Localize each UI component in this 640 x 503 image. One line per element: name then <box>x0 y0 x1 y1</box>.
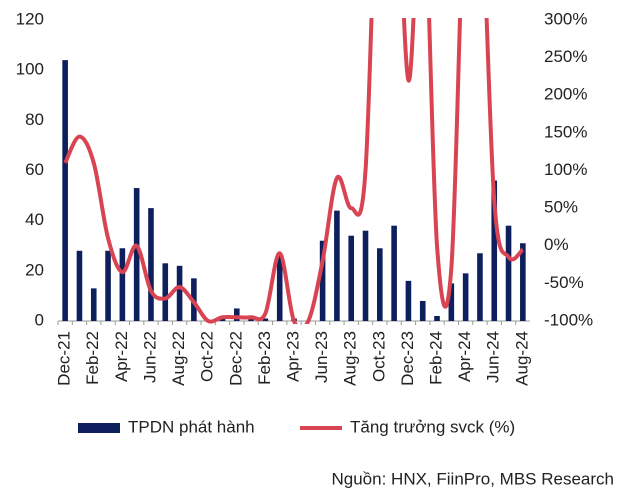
x-tick-label: Jun-23 <box>312 331 331 383</box>
y-tick-label: 0 <box>35 310 44 329</box>
bar <box>319 240 326 321</box>
x-tick-label: Jun-22 <box>140 331 159 383</box>
bar <box>176 265 183 321</box>
bar <box>505 225 512 321</box>
bar <box>219 318 226 321</box>
bar <box>148 208 154 321</box>
source-note: Nguồn: HNX, FiinPro, MBS Research <box>332 469 615 488</box>
bar <box>462 273 469 321</box>
bar <box>405 280 412 321</box>
bar <box>76 250 83 321</box>
x-tick-label: Feb-24 <box>427 331 446 385</box>
y2-tick-label: -100% <box>544 310 593 329</box>
y2-tick-label: 0% <box>544 235 569 254</box>
y2-tick-label: 100% <box>544 160 587 179</box>
y2-tick-label: 50% <box>544 198 578 217</box>
bar <box>90 288 97 321</box>
bar <box>276 253 283 321</box>
x-tick-label: Apr-23 <box>283 331 302 382</box>
plot-area <box>62 18 526 324</box>
bar <box>62 60 68 322</box>
bar <box>419 300 426 321</box>
x-tick-label: Apr-22 <box>112 331 131 382</box>
bar <box>105 250 111 321</box>
y2-tick-label: -50% <box>544 273 584 292</box>
bar <box>133 188 140 321</box>
bar <box>233 308 240 321</box>
x-tick-label: Aug-24 <box>512 331 531 386</box>
x-tick-label: Feb-23 <box>255 331 274 385</box>
y-tick-label: 40 <box>25 210 44 229</box>
x-tick-label: Feb-22 <box>83 331 102 385</box>
y-tick-label: 100 <box>16 60 44 79</box>
x-tick-label: Dec-21 <box>55 331 74 386</box>
y2-tick-label: 150% <box>544 122 587 141</box>
x-tick-label: Aug-22 <box>169 331 188 386</box>
bar <box>434 315 440 321</box>
bar <box>362 230 369 321</box>
y-tick-label: 120 <box>16 9 44 28</box>
line-series <box>63 18 525 324</box>
y-tick-label: 20 <box>25 260 44 279</box>
y-tick-label: 80 <box>25 110 44 129</box>
y2-tick-label: 300% <box>544 9 587 28</box>
legend-label: TPDN phát hành <box>128 417 255 436</box>
bar <box>391 225 397 321</box>
bar <box>477 253 483 321</box>
legend-swatch <box>78 423 120 433</box>
x-tick-label: Apr-24 <box>455 331 474 382</box>
bar <box>448 283 455 321</box>
x-tick-label: Jun-24 <box>484 331 503 383</box>
bar <box>334 210 340 321</box>
bar <box>119 248 126 321</box>
legend-label: Tăng trưởng svck (%) <box>350 417 515 436</box>
bar <box>348 235 355 321</box>
bar <box>491 180 498 321</box>
y2-tick-label: 200% <box>544 85 587 104</box>
x-tick-label: Dec-22 <box>226 331 245 386</box>
x-tick-label: Dec-23 <box>398 331 417 386</box>
x-tick-label: Aug-23 <box>341 331 360 386</box>
y-tick-label: 60 <box>25 160 44 179</box>
y2-tick-label: 250% <box>544 47 587 66</box>
bar <box>262 318 269 321</box>
bar <box>377 248 383 321</box>
x-tick-label: Oct-22 <box>198 331 217 382</box>
x-tick-label: Oct-23 <box>369 331 388 382</box>
bar <box>520 243 526 321</box>
bar <box>162 263 169 321</box>
